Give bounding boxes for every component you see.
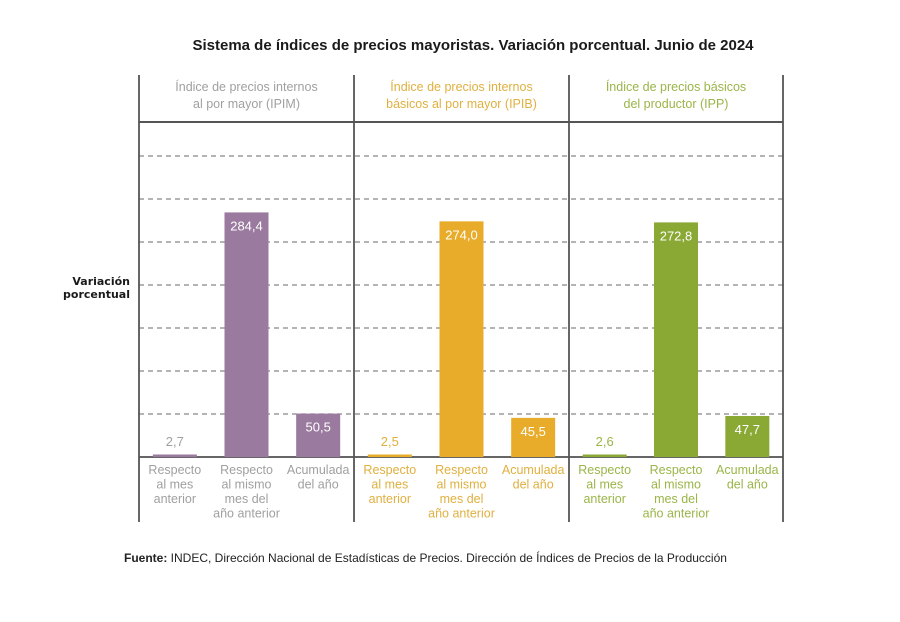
category-label: anterior (369, 492, 411, 506)
data-label: 2,7 (166, 434, 184, 449)
category-label: anterior (154, 492, 196, 506)
bar (582, 454, 627, 457)
category-label: al mismo (651, 478, 701, 492)
source-note: Fuente: INDEC, Dirección Nacional de Est… (124, 550, 727, 565)
category-label: mes del (225, 492, 269, 506)
bar (152, 454, 197, 457)
category-label: mes del (440, 492, 484, 506)
chart-title: Sistema de índices de precios mayoristas… (192, 37, 754, 54)
panel-ipib: Índice de precios internos básicos al por… (363, 79, 564, 521)
data-label: 47,7 (735, 422, 760, 437)
category-label: al mes (586, 478, 623, 492)
data-label: 2,6 (596, 434, 614, 449)
data-label: 284,4 (230, 218, 263, 233)
panel-title: Índice de precios internos (390, 79, 532, 94)
panel-title: básicos al por mayor (IPIB) (386, 97, 537, 111)
category-label: año anterior (428, 507, 495, 521)
bar (439, 221, 484, 457)
category-label: año anterior (213, 507, 280, 521)
data-label: 2,5 (381, 434, 399, 449)
category-label: año anterior (643, 507, 710, 521)
category-label: del año (727, 478, 768, 492)
panels: Índice de precios internos al por mayor (… (148, 79, 778, 521)
category-label: Acumulada (716, 463, 779, 477)
category-label: Respecto (650, 463, 703, 477)
bar (296, 413, 341, 457)
bar (725, 415, 770, 457)
bar (367, 454, 412, 457)
data-label: 50,5 (306, 420, 331, 435)
panel-title: Índice de precios internos (175, 79, 317, 94)
category-label: Respecto (148, 463, 201, 477)
y-axis-label-line: Variación (72, 275, 130, 288)
data-label: 272,8 (660, 228, 693, 243)
data-label: 274,0 (445, 227, 478, 242)
category-label: al mismo (436, 478, 486, 492)
category-label: del año (298, 478, 339, 492)
category-label: Respecto (578, 463, 631, 477)
bar (654, 222, 698, 457)
source-label: Fuente: (124, 551, 167, 565)
category-label: al mismo (221, 478, 271, 492)
category-label: Respecto (363, 463, 416, 477)
category-label: Respecto (220, 463, 273, 477)
category-label: Respecto (435, 463, 488, 477)
panel-title: del productor (IPP) (624, 97, 729, 111)
panel-title: Índice de precios básicos (606, 79, 746, 94)
bar (224, 212, 269, 457)
category-label: mes del (654, 492, 698, 506)
panel-title: al por mayor (IPIM) (193, 97, 300, 111)
bar (511, 417, 556, 457)
panel-ipim: Índice de precios internos al por mayor (… (148, 79, 349, 521)
category-label: al mes (371, 478, 408, 492)
category-label: Acumulada (287, 463, 350, 477)
category-label: del año (513, 478, 554, 492)
data-label: 45,5 (521, 424, 546, 439)
category-label: Acumulada (502, 463, 565, 477)
category-label: anterior (583, 492, 625, 506)
category-label: al mes (156, 478, 193, 492)
panel-ipp: Índice de precios básicos del productor (… (578, 79, 778, 521)
y-axis-label-line: porcentual (63, 288, 130, 301)
source-text: INDEC, Dirección Nacional de Estadística… (167, 550, 727, 565)
